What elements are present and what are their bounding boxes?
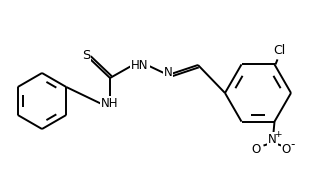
Text: N: N <box>164 65 172 79</box>
Text: O: O <box>282 143 291 156</box>
Text: S: S <box>82 48 90 62</box>
Text: O: O <box>252 143 261 156</box>
Text: Cl: Cl <box>274 44 286 57</box>
Text: HN: HN <box>131 58 149 72</box>
Text: N: N <box>268 133 277 146</box>
Text: -: - <box>290 138 295 151</box>
Text: NH: NH <box>101 96 119 110</box>
Text: +: + <box>274 130 281 139</box>
